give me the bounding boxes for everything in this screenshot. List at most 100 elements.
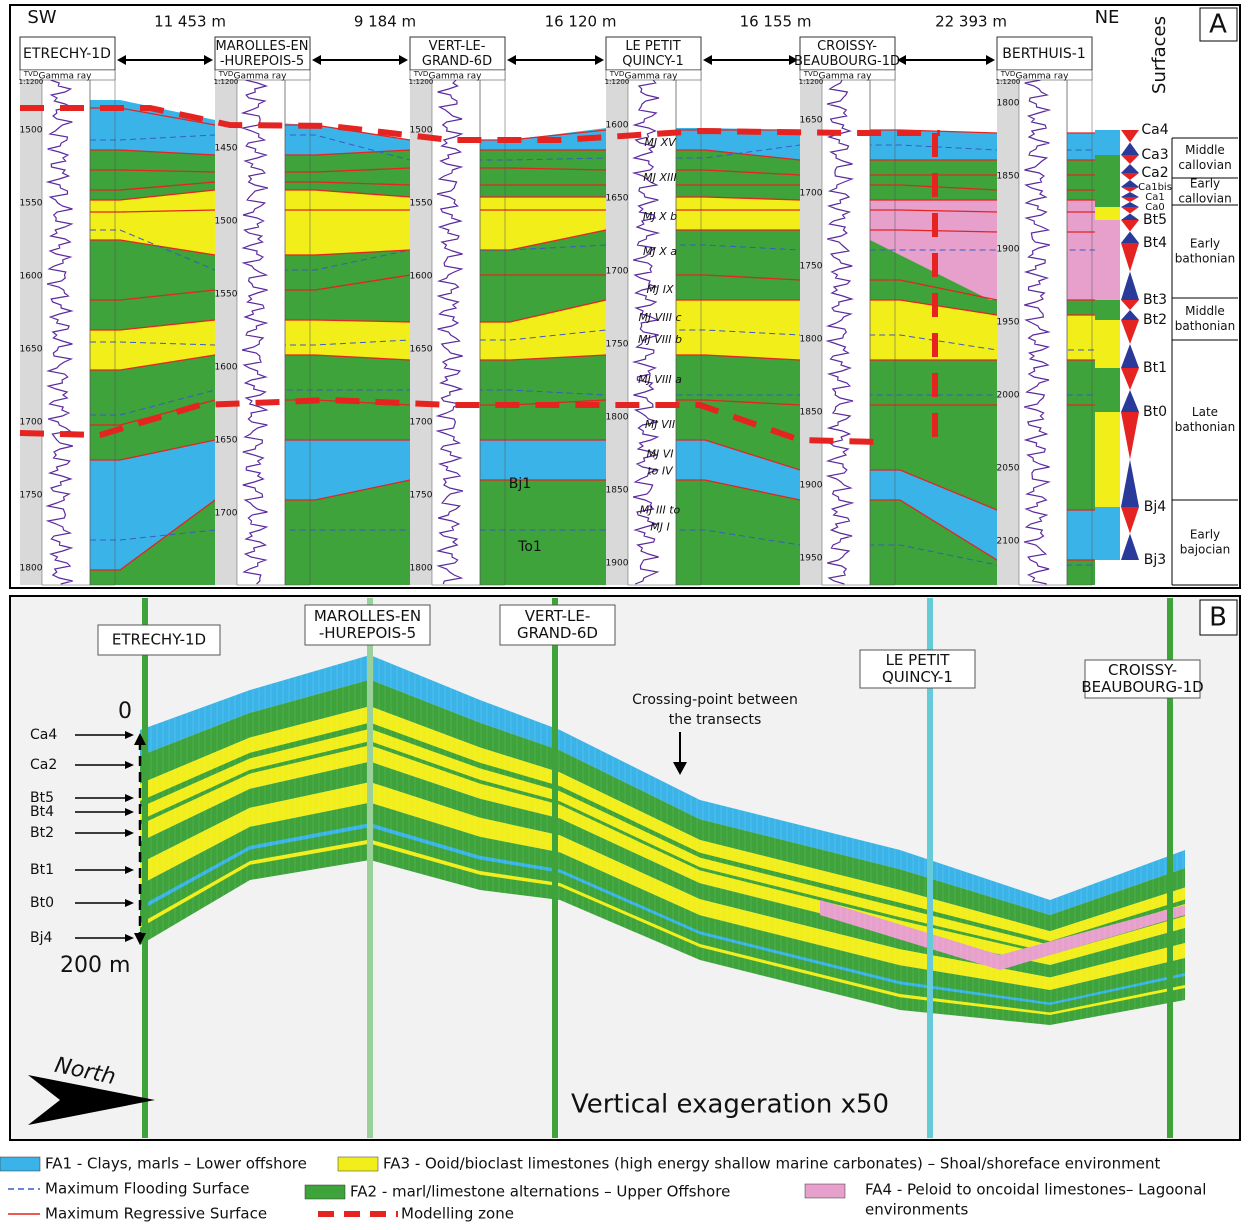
regressive-surface: [20, 274, 1095, 301]
stage-label: bathonian: [1175, 319, 1236, 333]
legend-swatch: [804, 1183, 846, 1199]
depth-track: [410, 72, 432, 585]
depth-label: 1450: [215, 144, 238, 154]
column-cell: [1095, 320, 1120, 368]
tvd-label: TVD: [23, 70, 38, 78]
surface-label: Bt3: [1143, 292, 1167, 308]
well-name-box: [214, 36, 311, 71]
tvd-label: TVD: [803, 70, 818, 78]
legend-label: Maximum Regressive Surface: [45, 1205, 267, 1223]
well-name: ETRECHY-1D: [23, 46, 111, 62]
arrow-head: [125, 808, 134, 816]
sequence-triangle: [1121, 243, 1139, 272]
surfaces-title: Surfaces: [1149, 16, 1170, 94]
tvd-label: TVD: [413, 70, 428, 78]
legend-swatch: [0, 1156, 41, 1172]
depth-label: 1500: [215, 217, 238, 227]
model-layer: [140, 802, 1185, 1025]
surface-label: Bj4: [1144, 499, 1166, 515]
depth-label: 1900: [997, 245, 1020, 255]
depth-label: 1600: [215, 363, 238, 373]
column-cell: [1095, 197, 1120, 207]
surface-label: Bt5: [30, 790, 54, 806]
surface-label: Bj3: [1144, 552, 1166, 568]
flooding-surface: [20, 389, 1095, 416]
column-cell: [1095, 507, 1120, 560]
legend-label: FA4 - Peloid to oncoidal limestones– Lag…: [865, 1181, 1206, 1199]
well-name: -HUREPOIS-5: [319, 624, 416, 642]
depth-label: 1750: [410, 491, 433, 501]
column-cell: [1095, 155, 1120, 173]
gamma-label: Gamma ray: [234, 72, 288, 82]
gamma-log: [435, 79, 464, 585]
crossing-label: the transects: [669, 712, 762, 728]
regressive-surface: [20, 439, 1095, 511]
depth-label: 1700: [800, 189, 823, 199]
legend-label: FA2 - marl/limestone alternations – Uppe…: [350, 1183, 730, 1201]
arrow-head: [399, 55, 408, 65]
well-name: CROISSY-: [817, 39, 877, 54]
depth-label: 1800: [606, 413, 629, 423]
legend-swatch: [304, 1184, 346, 1200]
arrow-head: [117, 55, 126, 65]
marker-label: To1: [517, 539, 542, 555]
depth-label: 1800: [20, 564, 43, 574]
well-name: BEAUBOURG-1D: [1081, 678, 1203, 696]
well-trajectory: [142, 598, 148, 1138]
surface-label: Ca4: [30, 727, 57, 743]
depth-label: 1700: [606, 267, 629, 277]
surface-label: Bt4: [30, 804, 54, 820]
regressive-surface: [20, 299, 1095, 331]
sequence-triangle: [1121, 390, 1139, 412]
panel-label-box: [1199, 7, 1238, 42]
log-header: [409, 69, 506, 81]
depth-label: 1850: [997, 172, 1020, 182]
column-cell: [1095, 220, 1120, 243]
sequence-triangle: [1121, 130, 1139, 143]
well-name-box: [97, 624, 221, 656]
model-layer: [140, 782, 1185, 990]
gamma-track: [821, 71, 871, 586]
arrow-head: [673, 762, 687, 775]
sequence-triangle: [1121, 344, 1139, 368]
depth-label: 1550: [20, 199, 43, 209]
gamma-track: [1018, 71, 1068, 586]
surface-label: Ca1: [1145, 192, 1164, 203]
depth-label: 1800: [410, 564, 433, 574]
well-name-box: [605, 36, 702, 71]
surface-label: Bt1: [30, 862, 54, 878]
surface-label: Ca3: [1141, 147, 1168, 163]
unit-label: MJ XIII: [643, 171, 677, 184]
arrow-head: [125, 934, 134, 942]
regressive-surface: [20, 167, 1095, 176]
modelling-zone: [20, 105, 940, 143]
well-name: VERT-LE-: [525, 607, 591, 625]
scale-label: 1:1200: [799, 78, 824, 86]
column-cell: [1095, 130, 1120, 155]
surface-label: Ca2: [1141, 165, 1168, 181]
model-layer: [140, 679, 1185, 932]
depth-label: 1700: [215, 509, 238, 519]
unit-label: MJ I: [650, 521, 669, 534]
depth-label: 1750: [606, 340, 629, 350]
column-cell: [1095, 300, 1120, 320]
surface-label: Bt2: [30, 825, 54, 841]
arrow-head: [204, 55, 213, 65]
depth-label: 1550: [410, 199, 433, 209]
depth-label: 1600: [606, 121, 629, 131]
depth-label: 1700: [20, 418, 43, 428]
scale-label: 1:1200: [996, 78, 1021, 86]
unit-label: MJ XV: [644, 136, 677, 149]
stage-label: Early: [1190, 177, 1220, 191]
sequence-triangle: [1121, 213, 1139, 220]
regressive-surface: [20, 354, 1095, 371]
arrow-head: [134, 733, 146, 745]
gamma-log: [631, 79, 661, 585]
sequence-triangle: [1121, 533, 1139, 560]
depth-label: 1750: [20, 491, 43, 501]
gamma-label: Gamma ray: [39, 72, 93, 82]
well-name: QUINCY-1: [882, 668, 953, 686]
surface-label: Bt1: [1143, 360, 1167, 376]
sequence-triangle: [1121, 192, 1139, 197]
exaggeration-label: Vertical exageration x50: [571, 1090, 889, 1120]
